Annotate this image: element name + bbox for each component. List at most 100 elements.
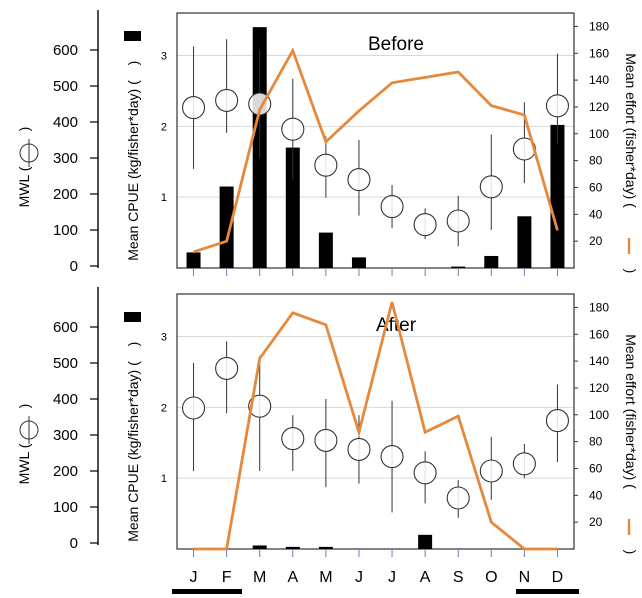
- panel-after: After12320406080100120140160180010020030…: [16, 287, 639, 557]
- mwl-marker: [215, 88, 239, 112]
- cpue-axis-paren: ): [125, 61, 141, 66]
- effort-tick-label: 20: [589, 234, 603, 248]
- plot-frame: [176, 293, 575, 550]
- effort-tick-label: 120: [589, 100, 609, 114]
- mwl-marker: [446, 209, 470, 233]
- mwl-tick-label: 200: [53, 186, 78, 203]
- mwl-tick-label: 0: [70, 535, 78, 552]
- mwl-tick-label: 600: [53, 42, 78, 59]
- month-label: A: [287, 569, 298, 586]
- month-label: N: [519, 569, 531, 586]
- mwl-marker: [314, 153, 338, 177]
- effort-tick-label: 40: [589, 488, 603, 502]
- season-bar-nov-dec: [516, 589, 579, 594]
- cpue-bar: [186, 252, 201, 268]
- panel-before: Before 1 2 3 20 40 60 80 100 120 140 160 180 0 100 200 3…: [16, 10, 639, 276]
- cpue-axis-title: Mean CPUE (kg/fisher*day) (: [125, 80, 141, 261]
- mwl-tick-label: 500: [53, 355, 78, 372]
- cpue-bar: [252, 545, 267, 549]
- mwl-marker: [545, 409, 570, 433]
- cpue-tick-label: 3: [161, 51, 167, 63]
- cpue-bar: [517, 216, 532, 268]
- month-label: M: [253, 569, 266, 586]
- cpue-tick-label: 1: [161, 473, 167, 485]
- effort-tick-label: 160: [589, 327, 609, 341]
- effort-axis-paren: ): [623, 550, 639, 555]
- cpue-legend-swatch: [124, 312, 141, 322]
- effort-tick-label: 120: [589, 381, 609, 395]
- mwl-tick-label: 100: [53, 222, 78, 239]
- mwl-tick-label: 0: [70, 258, 78, 275]
- mwl-marker: [314, 428, 338, 452]
- effort-axis-paren: ): [623, 269, 639, 274]
- season-bar-jan-feb: [172, 589, 242, 594]
- month-label: J: [190, 569, 198, 586]
- mwl-marker: [545, 94, 570, 118]
- mwl-marker: [413, 213, 437, 237]
- cpue-bar: [318, 232, 333, 268]
- effort-tick-label: 180: [589, 19, 609, 33]
- effort-tick-label: 100: [589, 127, 609, 141]
- mwl-tick-label: 400: [53, 114, 78, 131]
- cpue-bar: [285, 546, 300, 549]
- mwl-axis-title: MWL (: [16, 166, 32, 207]
- effort-tick-label: 100: [589, 408, 609, 422]
- cpue-tick-label: 3: [161, 332, 167, 344]
- cpue-tick-label: 2: [161, 121, 167, 133]
- cpue-bar: [451, 266, 466, 269]
- mwl-marker: [512, 452, 536, 476]
- plot-frame: [176, 12, 575, 269]
- effort-tick-label: 180: [589, 300, 609, 314]
- mwl-marker: [281, 427, 305, 451]
- cpue-axis-paren: ): [125, 342, 141, 347]
- month-label: M: [319, 569, 332, 586]
- month-label: S: [453, 569, 464, 586]
- cpue-axis-title: Mean CPUE (kg/fisher*day) (: [125, 361, 141, 542]
- mwl-marker: [479, 175, 503, 199]
- cpue-legend-swatch: [124, 31, 141, 41]
- month-label: F: [222, 569, 232, 586]
- cpue-bar: [418, 534, 433, 549]
- cpue-bar: [484, 255, 499, 268]
- mwl-tick-label: 100: [53, 499, 78, 516]
- mwl-tick-label: 500: [53, 78, 78, 95]
- effort-line: [193, 301, 558, 551]
- mwl-axis-paren: ): [16, 404, 32, 409]
- mwl-marker: [181, 396, 206, 420]
- mwl-marker: [380, 445, 404, 469]
- month-label: D: [552, 569, 564, 586]
- effort-tick-label: 80: [589, 435, 603, 449]
- cpue-tick-label: 1: [161, 192, 167, 204]
- mwl-axis-paren: ): [16, 127, 32, 132]
- mwl-tick-label: 200: [53, 463, 78, 480]
- month-label: J: [388, 569, 396, 586]
- month-label: A: [420, 569, 431, 586]
- effort-axis-title: Mean effort (fisher*day) (: [623, 334, 639, 489]
- cpue-bar: [318, 546, 333, 549]
- mwl-marker: [347, 437, 371, 461]
- mwl-marker: [380, 195, 404, 219]
- mwl-axis-title: MWL (: [16, 443, 32, 484]
- cpue-bar: [351, 257, 366, 268]
- cpue-bar: [285, 147, 300, 268]
- effort-tick-label: 80: [589, 154, 603, 168]
- effort-tick-label: 20: [589, 515, 603, 529]
- mwl-marker: [479, 459, 503, 483]
- mwl-tick-label: 400: [53, 391, 78, 408]
- effort-tick-label: 140: [589, 73, 609, 87]
- effort-tick-label: 60: [589, 461, 603, 475]
- mwl-marker: [248, 394, 272, 418]
- mwl-marker: [413, 461, 437, 485]
- cpue-bar: [219, 186, 234, 268]
- mwl-tick-label: 300: [53, 427, 78, 444]
- mwl-marker: [347, 168, 371, 192]
- month-label: J: [355, 569, 363, 586]
- mwl-marker: [446, 486, 470, 510]
- effort-tick-label: 140: [589, 354, 609, 368]
- effort-tick-label: 60: [589, 180, 603, 194]
- mwl-marker: [215, 356, 239, 380]
- month-label: O: [485, 569, 497, 586]
- cpue-tick-label: 2: [161, 402, 167, 414]
